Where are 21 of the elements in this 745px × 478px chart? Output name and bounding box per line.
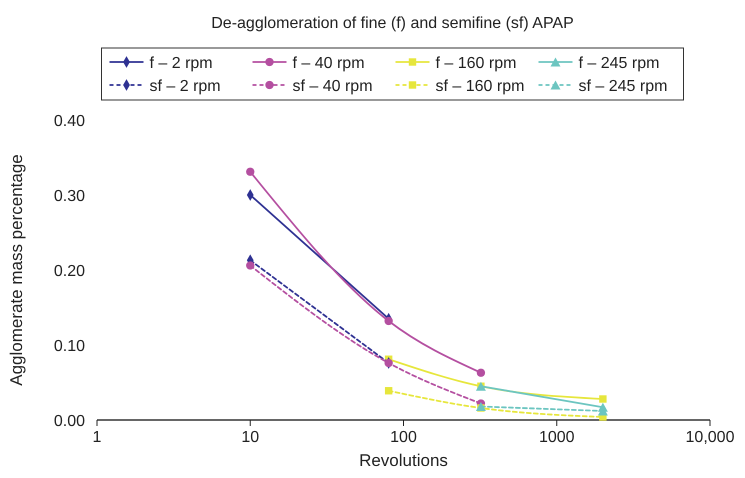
x-tick-label: 100 bbox=[390, 429, 417, 446]
x-tick-label: 10,000 bbox=[686, 429, 735, 446]
legend-label: f – 2 rpm bbox=[150, 55, 213, 72]
legend-label: sf – 160 rpm bbox=[436, 78, 524, 95]
x-tick-label: 10 bbox=[241, 429, 260, 446]
legend-label: sf – 40 rpm bbox=[292, 78, 373, 95]
chart-title: De-agglomeration of fine (f) and semifine (sf) APAP bbox=[211, 15, 574, 32]
legend-label: f – 40 rpm bbox=[292, 55, 365, 72]
legend-label: sf – 245 rpm bbox=[578, 78, 668, 95]
y-tick-label: 0.20 bbox=[54, 263, 86, 280]
x-tick-label: 1 bbox=[92, 429, 102, 446]
y-tick-label: 0.30 bbox=[54, 188, 86, 205]
legend-label: sf – 2 rpm bbox=[150, 78, 221, 95]
legend-label: f – 160 rpm bbox=[436, 55, 516, 72]
y-axis-title: Agglomerate mass percentage bbox=[7, 154, 26, 386]
x-axis-title: Revolutions bbox=[359, 451, 448, 470]
y-tick-label: 0.00 bbox=[54, 413, 86, 430]
y-tick-label: 0.10 bbox=[54, 338, 86, 355]
legend-label: f – 245 rpm bbox=[578, 55, 660, 72]
y-tick-label: 0.40 bbox=[54, 113, 86, 130]
x-tick-label: 1000 bbox=[538, 429, 575, 446]
